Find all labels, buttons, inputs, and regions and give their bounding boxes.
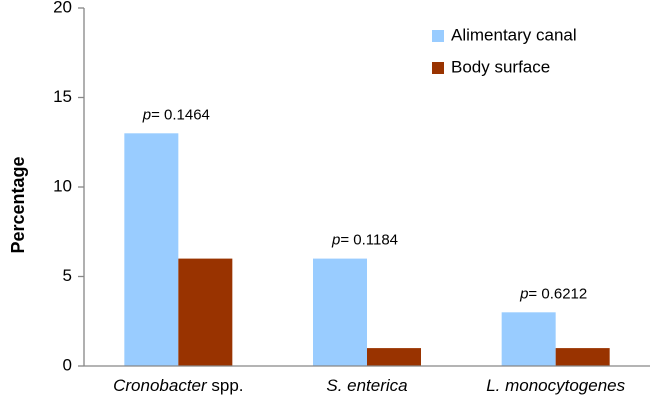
legend-label: Body surface (451, 57, 550, 76)
y-axis-label: Percentage (8, 156, 28, 253)
p-value-label: p= 0.6212 (519, 285, 587, 302)
bar-body-surface-2 (367, 348, 421, 366)
bars (124, 133, 610, 366)
y-tick-label: 10 (53, 176, 72, 195)
x-tick-label: Cronobacter spp. (113, 376, 243, 395)
y-tick-label: 5 (63, 266, 72, 285)
bar-alimentary-canal-3 (501, 312, 556, 366)
p-symbol: p (142, 106, 151, 123)
p-symbol: p (519, 285, 528, 302)
x-tick-label: L. monocytogenes (486, 376, 625, 395)
x-tick-label-suffix: spp. (207, 376, 244, 395)
legend-swatch (432, 30, 444, 42)
y-tick-label: 15 (53, 87, 72, 106)
p-value: = 0.1464 (151, 106, 210, 123)
legend-label: Alimentary canal (451, 25, 577, 44)
p-symbol: p (331, 232, 340, 249)
legend-swatch (432, 62, 444, 74)
x-tick-label-name: L. monocytogenes (486, 376, 625, 395)
p-value-label: p= 0.1464 (142, 106, 210, 123)
p-value-label: p= 0.1184 (331, 232, 398, 249)
legend: Alimentary canal Body surface (432, 25, 577, 76)
bar-body-surface-1 (178, 258, 233, 366)
x-tick-label: S. enterica (326, 376, 407, 395)
bar-alimentary-canal-2 (313, 258, 367, 366)
bar-body-surface-3 (555, 348, 610, 366)
x-axis: Cronobacter spp. S. enterica L. monocytoge… (84, 365, 650, 395)
bar-alimentary-canal-1 (124, 133, 179, 366)
p-value: = 0.1184 (340, 232, 398, 249)
y-tick-label: 0 (63, 355, 72, 374)
x-tick-label-name: S. enterica (326, 376, 407, 395)
x-tick-label-name: Cronobacter (113, 376, 208, 395)
y-tick-label: 20 (53, 0, 72, 16)
y-axis: 0 5 10 15 20 (53, 0, 85, 374)
p-value: = 0.6212 (528, 285, 587, 302)
